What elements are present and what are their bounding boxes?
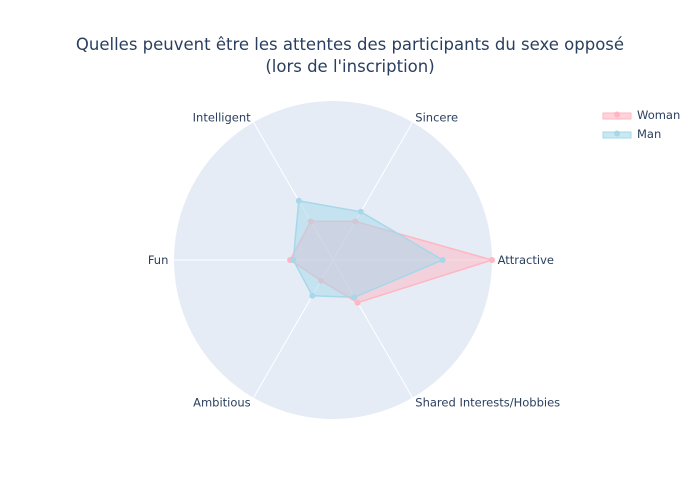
point-man-attractive[interactable] [439, 257, 446, 263]
legend-item-woman[interactable]: Woman [602, 108, 680, 122]
legend-label-woman: Woman [637, 108, 680, 122]
legend-marker-woman [614, 111, 620, 118]
axis-label-attractive: Attractive [498, 253, 554, 267]
angular-axis-labels: Attractive Sincere Intelligent Fun Ambitious… [148, 111, 560, 410]
legend-marker-man [614, 130, 620, 137]
axis-label-fun: Fun [148, 253, 169, 267]
axis-label-ambitious: Ambitious [193, 396, 251, 410]
point-man-shared-interests-hobbies[interactable] [351, 294, 358, 301]
point-woman-attractive[interactable] [489, 257, 495, 263]
point-man-ambitious[interactable] [309, 292, 316, 299]
legend-label-man: Man [637, 127, 661, 141]
chart-title-line-1: Quelles peuvent être les attentes des pa… [76, 35, 624, 54]
point-man-fun[interactable] [290, 257, 297, 263]
point-man-intelligent[interactable] [295, 197, 302, 204]
axis-label-sincere: Sincere [415, 111, 458, 125]
axis-label-shared-interests-hobbies: Shared Interests/Hobbies [415, 396, 560, 410]
point-woman-shared-interests-hobbies[interactable] [354, 299, 361, 306]
axis-label-intelligent: Intelligent [193, 111, 252, 125]
legend[interactable]: Woman Man [602, 108, 680, 141]
point-man-sincere[interactable] [357, 208, 364, 215]
legend-item-man[interactable]: Man [602, 127, 661, 141]
chart-title-line-2: (lors de l'inscription) [265, 57, 434, 76]
series-layer [287, 197, 495, 306]
